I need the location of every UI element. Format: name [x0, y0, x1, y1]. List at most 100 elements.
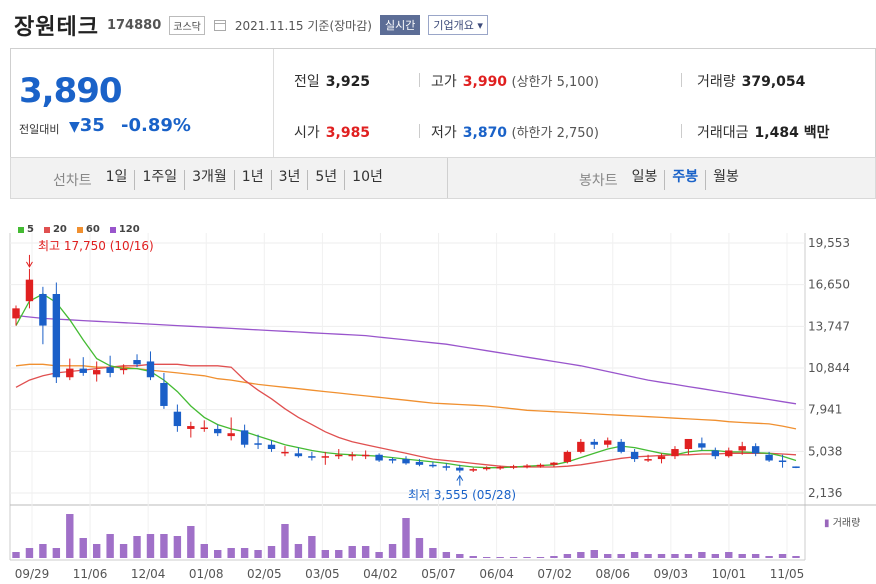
volume-bar — [388, 544, 397, 558]
candle-body — [294, 453, 303, 457]
candle-body — [711, 450, 720, 457]
volume-value: 379,054 — [741, 74, 806, 90]
volume-bar — [415, 538, 424, 558]
volume-bar — [335, 550, 343, 558]
candle-body — [429, 464, 437, 467]
volume-bar — [671, 554, 679, 558]
ma20-label: 20 — [52, 224, 67, 235]
ma-legend: 5 20 60 120 — [18, 224, 140, 235]
change-amount: 35 — [79, 115, 105, 136]
low-price: 저가 3,870 (하한가 2,750) — [431, 122, 599, 142]
period-3m[interactable]: 3개월 — [184, 170, 234, 190]
candle-body — [415, 461, 424, 465]
period-3y[interactable]: 3년 — [270, 170, 308, 190]
realtime-button[interactable]: 실시간 — [379, 15, 421, 35]
volume-bar — [698, 552, 706, 558]
volume-label: 거래량 — [697, 74, 736, 90]
volume-bar — [294, 544, 303, 558]
low-annotation: 최저 3,555 (05/28) — [408, 488, 516, 502]
candle-body — [187, 426, 195, 429]
volume-bar — [92, 544, 101, 558]
open-price: 시가 3,985 — [294, 122, 370, 142]
volume-bar — [738, 554, 746, 558]
candle-body — [240, 430, 249, 445]
ma120-line — [15, 314, 797, 405]
volume-bar — [146, 534, 155, 558]
line-chart-group: 선차트 1일 1주일 3개월 1년 3년 5년 10년 — [53, 170, 390, 190]
candle-body — [66, 368, 74, 378]
volume-bar — [39, 544, 47, 558]
ma20-swatch — [43, 226, 50, 233]
candle-body — [671, 449, 679, 457]
candle-body — [590, 441, 598, 445]
down-triangle-icon: ▼ — [69, 119, 80, 135]
volume-bar — [25, 548, 34, 558]
prev-close-label: 전일 — [294, 74, 320, 90]
current-price: 3,890 — [19, 71, 123, 111]
ma5-swatch — [18, 226, 24, 233]
chart-toolbar: 선차트 1일 1주일 3개월 1년 3년 5년 10년 봉차트 일봉 주봉 월봉 — [10, 157, 876, 199]
period-1y[interactable]: 1년 — [233, 170, 271, 190]
lower-limit: (하한가 2,750) — [511, 126, 599, 141]
y-tick-label: 5,038 — [808, 444, 842, 458]
candle-body — [509, 466, 518, 468]
volume-bar — [550, 556, 558, 558]
candle-body — [227, 433, 235, 437]
volume-bar — [254, 550, 262, 558]
open-value: 3,985 — [325, 125, 371, 141]
candle-body — [52, 293, 61, 378]
candle-body — [254, 443, 262, 445]
change-value: ▼35 — [69, 115, 105, 136]
candle-daily[interactable]: 일봉 — [631, 169, 658, 185]
candle-monthly[interactable]: 월봉 — [705, 170, 746, 190]
volume-bar — [133, 536, 141, 558]
candle-weekly[interactable]: 주봉 — [664, 170, 705, 190]
y-tick-label: 19,553 — [808, 236, 850, 250]
volume-bar — [267, 546, 276, 558]
volume-bar — [496, 557, 504, 558]
high-arrowhead — [26, 261, 33, 268]
high-value: 3,990 — [462, 74, 508, 90]
change-label: 전일대비 — [19, 123, 60, 136]
chevron-down-icon: ▾ — [477, 19, 483, 32]
candle-body — [361, 454, 370, 457]
candle-body — [563, 451, 572, 462]
period-1d[interactable]: 1일 — [105, 169, 128, 185]
x-tick-label: 11/05 — [770, 567, 805, 581]
period-1w[interactable]: 1주일 — [134, 170, 184, 190]
candle-body — [321, 456, 330, 458]
candle-body — [335, 454, 343, 457]
y-tick-label: 10,844 — [808, 361, 850, 375]
high-label: 고가 — [431, 74, 457, 90]
legend-ma120: 120 — [109, 224, 140, 235]
volume-bar — [79, 538, 87, 558]
line-chart-label: 선차트 — [53, 173, 92, 189]
upper-limit: (상한가 5,100) — [511, 75, 599, 90]
x-tick-label: 12/04 — [131, 567, 166, 581]
volume-bar — [52, 548, 61, 558]
candle-chart-label: 봉차트 — [579, 173, 618, 189]
candle-body — [39, 293, 47, 326]
period-10y[interactable]: 10년 — [344, 170, 390, 190]
candle-body — [698, 443, 706, 448]
candle-body — [25, 279, 34, 302]
volume-bar — [281, 524, 289, 558]
x-tick-label: 09/29 — [15, 567, 50, 581]
volume-bar — [711, 554, 720, 558]
candle-body — [792, 466, 800, 468]
volume-bar — [577, 552, 585, 558]
candle-body — [200, 427, 208, 429]
volume-bar — [106, 534, 114, 558]
x-tick-label: 05/07 — [421, 567, 456, 581]
candle-body — [267, 444, 276, 450]
candle-body — [765, 454, 773, 461]
company-overview-select[interactable]: 기업개요 ▾ — [428, 15, 488, 35]
candle-body — [12, 308, 20, 319]
candle-body — [375, 454, 383, 461]
volume-bar — [604, 554, 612, 558]
price-chart[interactable]: 19,553 16,650 13,747 10,844 7,941 5,038 2,136 0… — [0, 200, 876, 584]
period-5y[interactable]: 5년 — [307, 170, 344, 190]
y-tick-label: 2,136 — [808, 486, 842, 500]
volume-bar — [725, 552, 733, 558]
amount-label: 거래대금 — [697, 125, 749, 141]
